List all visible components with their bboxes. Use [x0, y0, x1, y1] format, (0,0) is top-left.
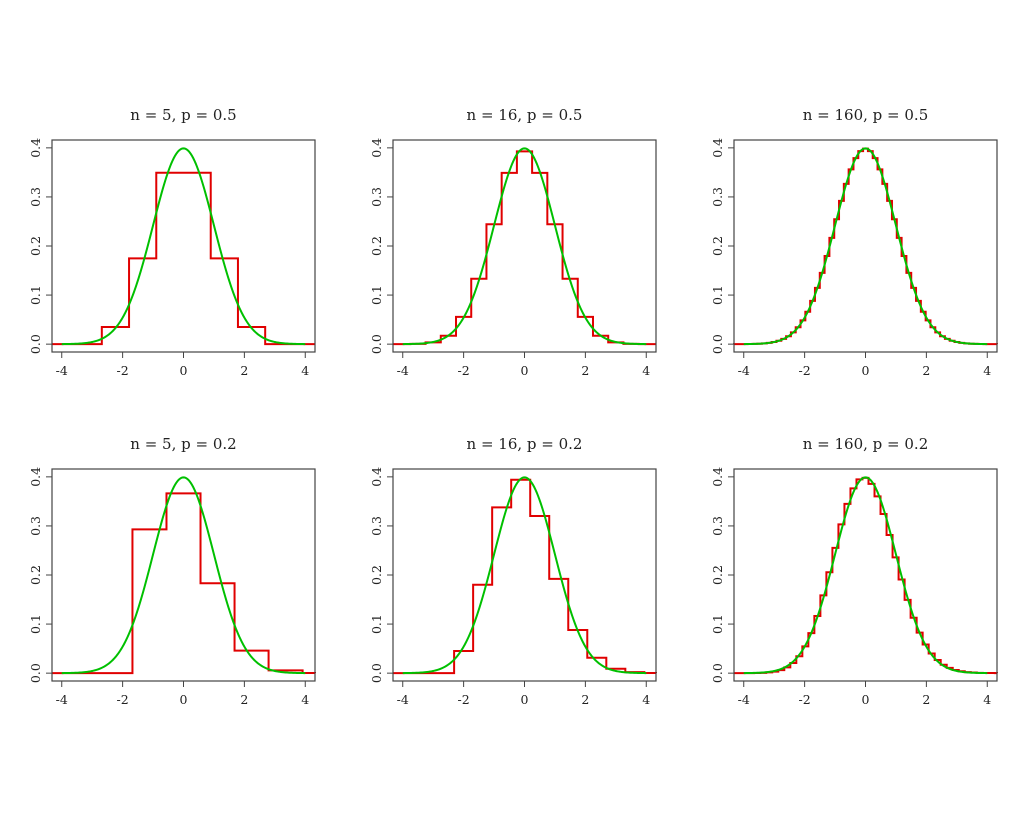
x-tick-label: 2: [922, 692, 930, 707]
y-tick-label: 0.2: [710, 565, 725, 585]
panel-2: n = 16, p = 0.5 -4 -2 0 2 4 0.0 0.1 0.2 0.3 0.4: [369, 106, 657, 378]
x-tick-label: 0: [521, 363, 529, 378]
y-tick-label: 0.3: [369, 187, 384, 207]
x-tick-label: -2: [117, 692, 129, 707]
normal-density-curve: [743, 147, 988, 346]
x-tick-label: -4: [738, 363, 750, 378]
y-tick-label: 0.3: [710, 516, 725, 536]
x-tick-label: 2: [240, 363, 248, 378]
x-tick-label: -4: [56, 692, 68, 707]
panel-title: n = 160, p = 0.2: [803, 435, 929, 453]
y-tick-label: 0.2: [710, 236, 725, 256]
binomial-step-line: [393, 150, 656, 346]
panel-title: n = 5, p = 0.5: [130, 106, 236, 124]
y-tick-label: 0.0: [369, 663, 384, 683]
y-tick-label: 0.4: [28, 467, 43, 487]
y-tick-label: 0.4: [28, 138, 43, 158]
y-tick-label: 0.2: [28, 565, 43, 585]
normal-density-curve: [61, 476, 306, 675]
x-tick-label: 0: [180, 363, 188, 378]
y-tick-label: 0.4: [710, 467, 725, 487]
y-tick-label: 0.3: [710, 187, 725, 207]
panel-5: n = 16, p = 0.2 -4 -2 0 2 4 0.0 0.1 0.2 0.3 0.4: [369, 435, 657, 707]
panel-3: n = 160, p = 0.5 -4 -2 0 2 4 0.0 0.1 0.2 0.3 0.4: [710, 106, 998, 378]
x-tick-label: 4: [983, 692, 991, 707]
binomial-step-line: [734, 476, 998, 675]
panel-6: n = 160, p = 0.2 -4 -2 0 2 4 0.0 0.1 0.2 0.3 0.4: [710, 435, 998, 707]
panel-title: n = 16, p = 0.5: [467, 106, 583, 124]
y-tick-label: 0.1: [369, 285, 384, 305]
panel-4: n = 5, p = 0.2 -4 -2 0 2 4 0.0 0.1 0.2 0.3 0.4: [28, 435, 316, 707]
y-tick-label: 0.0: [28, 334, 43, 354]
y-tick-label: 0.1: [369, 614, 384, 634]
y-tick-label: 0.2: [369, 565, 384, 585]
x-tick-label: -2: [458, 363, 470, 378]
x-tick-label: 4: [642, 363, 650, 378]
panel-title: n = 160, p = 0.5: [803, 106, 929, 124]
x-tick-label: 4: [983, 363, 991, 378]
plot-frame: [392, 468, 657, 682]
y-tick-label: 0.3: [28, 187, 43, 207]
binomial-step-line: [393, 478, 657, 675]
binomial-step-line: [52, 171, 315, 346]
x-tick-label: 4: [642, 692, 650, 707]
x-tick-label: 0: [862, 692, 870, 707]
x-tick-label: 0: [521, 692, 529, 707]
plot-frame: [392, 139, 657, 353]
y-tick-label: 0.4: [369, 467, 384, 487]
y-tick-label: 0.2: [369, 236, 384, 256]
normal-density-curve: [61, 147, 306, 346]
y-tick-label: 0.0: [369, 334, 384, 354]
plot-frame: [733, 468, 998, 682]
panel-1: n = 5, p = 0.5 -4 -2 0 2 4 0.0 0.1 0.2 0.3 0.4: [28, 106, 316, 378]
normal-density-curve: [743, 476, 988, 675]
y-tick-label: 0.2: [28, 236, 43, 256]
x-tick-label: -2: [117, 363, 129, 378]
panel-title: n = 5, p = 0.2: [130, 435, 236, 453]
x-tick-label: 2: [922, 363, 930, 378]
x-tick-label: 2: [581, 363, 589, 378]
x-tick-label: 4: [301, 363, 309, 378]
y-tick-label: 0.3: [28, 516, 43, 536]
y-tick-label: 0.0: [710, 334, 725, 354]
y-tick-label: 0.1: [28, 285, 43, 305]
binomial-step-line: [733, 147, 998, 346]
x-tick-label: -4: [738, 692, 750, 707]
binomial-step-line: [52, 492, 316, 675]
x-tick-label: 2: [581, 692, 589, 707]
x-tick-label: 0: [180, 692, 188, 707]
normal-density-curve: [402, 147, 647, 346]
y-tick-label: 0.0: [28, 663, 43, 683]
x-tick-label: -4: [397, 363, 409, 378]
y-tick-label: 0.1: [710, 614, 725, 634]
x-tick-label: -2: [458, 692, 470, 707]
panel-title: n = 16, p = 0.2: [467, 435, 583, 453]
plot-frame: [51, 468, 316, 682]
y-tick-label: 0.3: [369, 516, 384, 536]
x-tick-label: -4: [56, 363, 68, 378]
x-tick-label: -2: [799, 692, 811, 707]
normal-density-curve: [402, 476, 647, 675]
x-tick-label: 4: [301, 692, 309, 707]
x-tick-label: -2: [799, 363, 811, 378]
x-tick-label: 2: [240, 692, 248, 707]
x-tick-label: -4: [397, 692, 409, 707]
y-tick-label: 0.4: [710, 138, 725, 158]
y-tick-label: 0.4: [369, 138, 384, 158]
y-tick-label: 0.1: [710, 285, 725, 305]
x-tick-label: 0: [862, 363, 870, 378]
plot-frame: [733, 139, 998, 353]
y-tick-label: 0.0: [710, 663, 725, 683]
y-tick-label: 0.1: [28, 614, 43, 634]
